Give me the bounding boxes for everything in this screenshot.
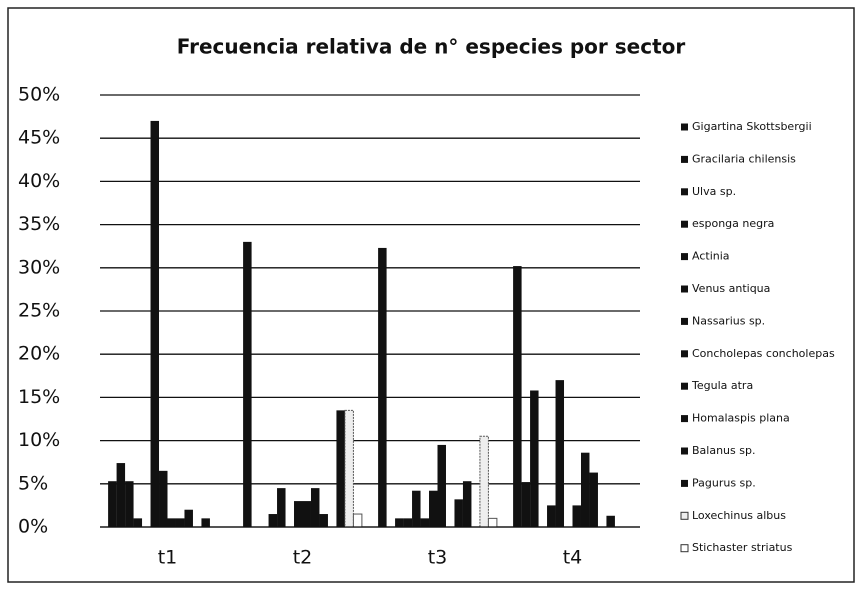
- legend-label: esponga negra: [692, 217, 774, 230]
- x-tick-label: t4: [563, 547, 583, 569]
- legend-swatch: [681, 188, 688, 196]
- bar: [530, 390, 539, 527]
- bar: [319, 514, 328, 527]
- bar: [395, 518, 404, 527]
- bar: [479, 435, 489, 528]
- bar: [310, 488, 320, 527]
- legend-swatch: [681, 415, 688, 423]
- legend-label: Stichaster striatus: [692, 541, 793, 554]
- legend-label: Gracilaria chilensis: [692, 152, 796, 165]
- bar: [513, 266, 522, 527]
- legend-label: Ulva sp.: [692, 185, 736, 198]
- bar: [589, 472, 598, 527]
- bar: [277, 488, 286, 527]
- legend-label: Concholepas concholepas: [692, 347, 835, 360]
- legend-swatch: [681, 155, 688, 163]
- y-tick-label: 45%: [18, 127, 60, 149]
- bar: [243, 241, 252, 527]
- legend-swatch: [681, 285, 688, 293]
- bar: [336, 410, 345, 527]
- legend-swatch: [681, 317, 688, 325]
- y-tick-label: 5%: [18, 472, 48, 494]
- y-tick-label: 50%: [18, 84, 60, 106]
- bar: [167, 518, 176, 527]
- y-tick-label: 20%: [18, 343, 60, 365]
- legend-label: Balanus sp.: [692, 444, 755, 457]
- chart-title: Frecuencia relativa de n° especies por s…: [177, 35, 686, 59]
- legend-label: Actinia: [692, 250, 730, 263]
- bar: [201, 518, 210, 527]
- legend-label: Pagurus sp.: [692, 476, 756, 489]
- bar: [429, 490, 438, 527]
- bar: [125, 481, 134, 527]
- y-tick-label: 30%: [18, 256, 60, 278]
- legend-label: Loxechinus albus: [692, 509, 786, 522]
- bar: [454, 499, 463, 527]
- y-tick-label: 10%: [18, 429, 60, 451]
- bar: [412, 490, 421, 527]
- bar: [521, 482, 531, 527]
- legend-swatch: [681, 123, 688, 131]
- bar: [547, 505, 556, 527]
- bar: [487, 517, 498, 528]
- bar: [268, 514, 278, 527]
- legend-label: Tegula atra: [691, 379, 753, 392]
- legend-swatch: [681, 350, 688, 358]
- bar: [462, 481, 472, 527]
- y-tick-label: 35%: [18, 213, 60, 235]
- x-tick-label: t3: [428, 547, 448, 569]
- legend-swatch: [681, 382, 688, 390]
- x-tick-label: t2: [293, 547, 313, 569]
- bar: [352, 513, 363, 528]
- chart-border: [7, 7, 855, 583]
- legend-swatch: [681, 253, 688, 261]
- bar: [108, 481, 117, 527]
- y-tick-label: 40%: [18, 170, 60, 192]
- bar: [116, 463, 126, 527]
- bar: [555, 380, 565, 527]
- bar: [184, 509, 193, 527]
- legend-label: Nassarius sp.: [692, 314, 765, 327]
- bar: [175, 518, 185, 527]
- bar: [378, 247, 387, 528]
- legend-label: Venus antiqua: [692, 282, 770, 295]
- y-tick-label: 25%: [18, 300, 60, 322]
- bar: [302, 501, 311, 527]
- bar: [403, 518, 413, 527]
- bar: [572, 505, 581, 527]
- bar: [133, 518, 143, 527]
- bar: [420, 518, 430, 527]
- bar: [150, 120, 160, 528]
- legend-swatch: [681, 479, 688, 487]
- x-tick-label: t1: [158, 547, 178, 569]
- legend-label: Homalaspis plana: [692, 412, 790, 425]
- bar: [437, 444, 446, 527]
- legend-label: Gigartina Skottsbergii: [692, 120, 812, 133]
- legend-swatch: [680, 511, 689, 520]
- legend-swatch: [681, 447, 688, 455]
- bar: [344, 409, 354, 528]
- y-tick-label: 15%: [18, 386, 60, 408]
- bar: [159, 470, 168, 527]
- bar: [294, 501, 303, 527]
- bar: [606, 515, 615, 527]
- legend-swatch: [680, 544, 689, 553]
- legend-swatch: [681, 220, 688, 228]
- bar: [580, 452, 590, 527]
- y-tick-label: 0%: [18, 516, 48, 538]
